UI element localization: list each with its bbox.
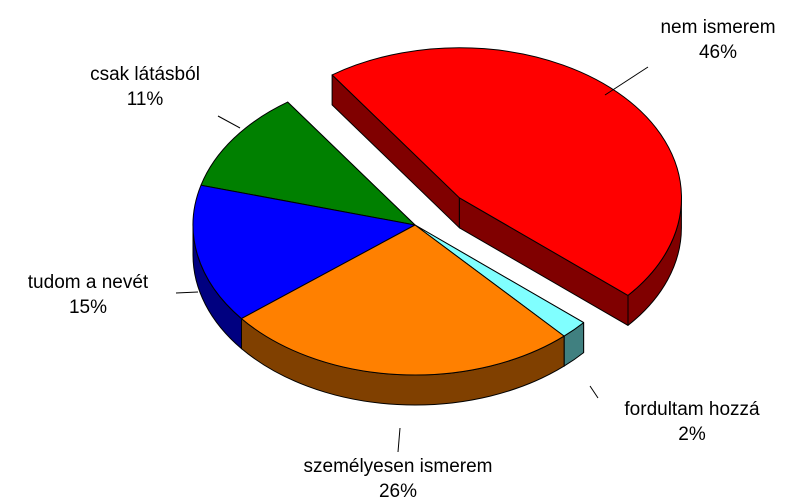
leader-line — [589, 385, 599, 399]
value-label: 15% — [69, 297, 107, 318]
category-label: fordultam hozzá — [624, 399, 760, 420]
value-label: 2% — [678, 424, 706, 445]
value-label: 26% — [379, 481, 417, 499]
category-label: csak látásból — [90, 64, 200, 85]
slice — [331, 47, 682, 296]
category-label: személyesen ismerem — [304, 456, 493, 477]
leader-line — [175, 291, 199, 294]
value-label: 11% — [127, 89, 164, 110]
leader-line — [397, 427, 401, 453]
leader-line — [217, 115, 241, 129]
slice — [241, 224, 565, 376]
category-label: nem ismerem — [660, 17, 775, 38]
value-label: 46% — [699, 42, 737, 63]
category-label: tudom a nevét — [28, 272, 149, 293]
slice — [192, 184, 416, 320]
slice — [200, 101, 416, 226]
leader-line — [604, 66, 649, 96]
